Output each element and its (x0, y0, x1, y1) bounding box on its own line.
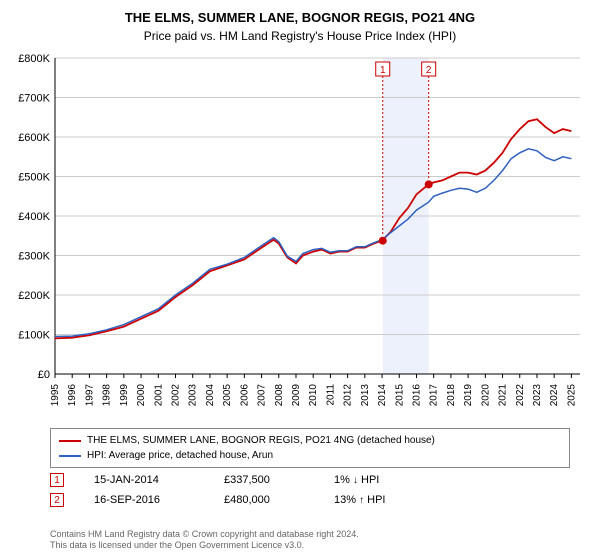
svg-text:2003: 2003 (188, 384, 199, 407)
svg-text:£400K: £400K (18, 211, 50, 223)
svg-text:£500K: £500K (18, 172, 50, 184)
svg-text:2013: 2013 (360, 384, 371, 407)
root: THE ELMS, SUMMER LANE, BOGNOR REGIS, PO2… (0, 0, 600, 560)
svg-text:2006: 2006 (239, 384, 250, 407)
svg-text:2015: 2015 (394, 384, 405, 407)
svg-text:£800K: £800K (18, 53, 50, 65)
svg-text:2016: 2016 (411, 384, 422, 407)
svg-text:1999: 1999 (119, 384, 130, 407)
chart-subtitle: Price paid vs. HM Land Registry's House … (0, 25, 600, 49)
svg-text:2023: 2023 (532, 384, 543, 407)
legend-swatch (59, 440, 81, 442)
svg-text:£300K: £300K (18, 251, 50, 263)
svg-text:1: 1 (380, 65, 386, 76)
sale-index: 2 (50, 493, 64, 507)
svg-text:2010: 2010 (308, 384, 319, 407)
legend-label: HPI: Average price, detached house, Arun (87, 448, 273, 463)
svg-text:2002: 2002 (170, 384, 181, 407)
svg-text:2025: 2025 (566, 384, 577, 407)
sale-dot (425, 180, 433, 188)
legend-row: THE ELMS, SUMMER LANE, BOGNOR REGIS, PO2… (59, 433, 561, 448)
sale-price: £337,500 (224, 474, 304, 486)
svg-text:2024: 2024 (549, 384, 560, 407)
chart-title: THE ELMS, SUMMER LANE, BOGNOR REGIS, PO2… (0, 0, 600, 25)
series-elms (55, 119, 571, 338)
sale-date: 16-SEP-2016 (94, 494, 194, 506)
legend-swatch (59, 455, 81, 457)
sales-table: 1 15-JAN-2014 £337,500 1% ↓ HPI 2 16-SEP-2016… (50, 470, 570, 510)
chart-svg: £0 £100K £200K £300K £400K £500K £600K £700K £80… (10, 50, 590, 420)
legend-row: HPI: Average price, detached house, Arun (59, 448, 561, 463)
legend-label: THE ELMS, SUMMER LANE, BOGNOR REGIS, PO2… (87, 433, 435, 448)
svg-text:2001: 2001 (153, 384, 164, 407)
chart-area: £0 £100K £200K £300K £400K £500K £600K £700K £80… (10, 50, 590, 420)
svg-text:2017: 2017 (429, 384, 440, 407)
footer: Contains HM Land Registry data © Crown c… (50, 529, 570, 552)
sales-row: 1 15-JAN-2014 £337,500 1% ↓ HPI (50, 470, 570, 490)
svg-text:£600K: £600K (18, 132, 50, 144)
svg-text:2007: 2007 (257, 384, 268, 407)
footer-line1: Contains HM Land Registry data © Crown c… (50, 529, 570, 541)
svg-text:2012: 2012 (343, 384, 354, 407)
svg-text:1998: 1998 (102, 384, 113, 407)
svg-text:£700K: £700K (18, 93, 50, 105)
svg-text:2020: 2020 (480, 384, 491, 407)
sales-row: 2 16-SEP-2016 £480,000 13% ↑ HPI (50, 490, 570, 510)
svg-text:1995: 1995 (50, 384, 61, 407)
svg-text:2019: 2019 (463, 384, 474, 407)
sale-dot (379, 237, 387, 245)
svg-text:£100K: £100K (18, 330, 50, 342)
svg-text:2014: 2014 (377, 384, 388, 407)
sale-price: £480,000 (224, 494, 304, 506)
svg-text:1996: 1996 (67, 384, 78, 407)
sale-date: 15-JAN-2014 (94, 474, 194, 486)
svg-text:2021: 2021 (498, 384, 509, 407)
footer-line2: This data is licensed under the Open Gov… (50, 540, 570, 552)
sale-pct: 1% ↓ HPI (334, 474, 424, 486)
sale-index: 1 (50, 473, 64, 487)
svg-text:2018: 2018 (446, 384, 457, 407)
svg-text:2008: 2008 (274, 384, 285, 407)
svg-text:2000: 2000 (136, 384, 147, 407)
svg-text:£200K: £200K (18, 290, 50, 302)
legend: THE ELMS, SUMMER LANE, BOGNOR REGIS, PO2… (50, 428, 570, 468)
svg-text:2004: 2004 (205, 384, 216, 407)
svg-text:2011: 2011 (325, 384, 336, 406)
svg-text:2: 2 (426, 65, 432, 76)
svg-text:£0: £0 (38, 369, 50, 381)
svg-text:2022: 2022 (515, 384, 526, 407)
svg-text:1997: 1997 (84, 384, 95, 407)
sale-pct: 13% ↑ HPI (334, 494, 424, 506)
svg-text:2005: 2005 (222, 384, 233, 407)
svg-text:2009: 2009 (291, 384, 302, 407)
